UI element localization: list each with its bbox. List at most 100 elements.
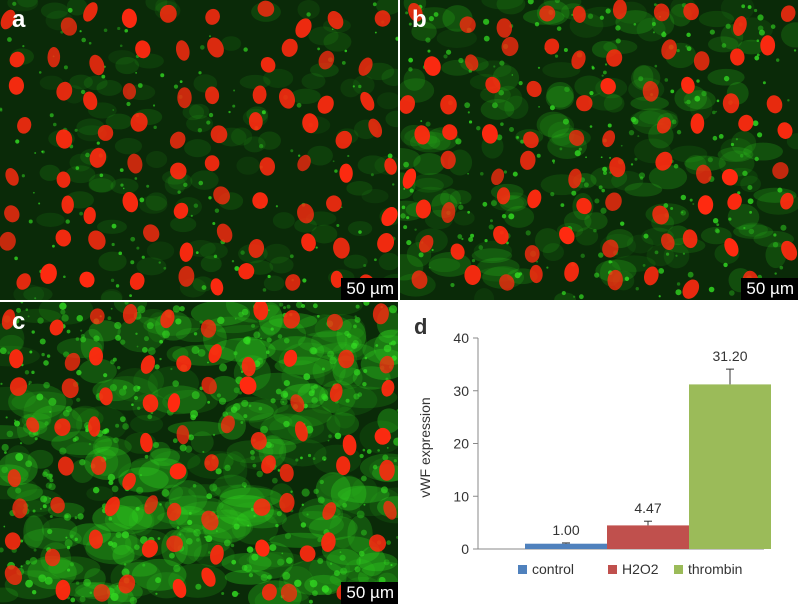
vwf-granule (186, 538, 193, 545)
vwf-granule (283, 337, 290, 344)
vwf-stain (301, 73, 326, 90)
vwf-granule (327, 439, 330, 442)
vwf-granule (137, 305, 146, 314)
vwf-granule (258, 406, 263, 411)
vwf-granule (79, 459, 86, 466)
cell-nucleus (342, 434, 357, 456)
vwf-granule (483, 35, 490, 42)
vwf-granule (37, 317, 44, 324)
vwf-stain (183, 523, 209, 562)
cell-nucleus (283, 349, 298, 367)
vwf-granule (230, 406, 238, 413)
vwf-granule (279, 302, 284, 307)
vwf-granule (591, 66, 595, 70)
legend-swatch (518, 565, 527, 574)
vwf-granule (471, 259, 476, 263)
vwf-stain (343, 254, 368, 269)
vwf-granule (34, 437, 38, 441)
y-tick-label: 30 (453, 383, 469, 399)
vwf-granule (200, 45, 205, 50)
vwf-granule (198, 180, 204, 186)
vwf-stain (335, 497, 361, 519)
cell-nucleus (278, 88, 296, 109)
vwf-granule (275, 388, 282, 395)
vwf-granule (69, 562, 75, 567)
vwf-granule (490, 200, 497, 207)
vwf-stain (674, 85, 708, 112)
vwf-granule (117, 26, 121, 31)
vwf-granule (59, 447, 67, 455)
cell-nucleus (374, 427, 391, 445)
cell-nucleus (539, 5, 556, 22)
cell-nucleus (216, 223, 233, 243)
vwf-stain (385, 110, 398, 128)
vwf-stain (220, 36, 242, 51)
vwf-granule (111, 242, 115, 247)
vwf-stain (737, 39, 765, 55)
vwf-granule (752, 120, 759, 127)
cell-nucleus (696, 164, 712, 184)
vwf-granule (44, 576, 53, 585)
vwf-stain (357, 155, 389, 175)
vwf-granule (741, 4, 746, 9)
cell-nucleus (129, 272, 145, 290)
vwf-granule (405, 11, 409, 15)
vwf-granule (770, 24, 776, 29)
cell-nucleus (571, 50, 586, 70)
vwf-stain (356, 552, 398, 572)
vwf-granule (52, 122, 57, 127)
vwf-granule (43, 381, 50, 389)
vwf-granule (301, 303, 306, 308)
vwf-stain (263, 68, 294, 88)
vwf-granule (191, 346, 200, 355)
vwf-stain (211, 337, 276, 362)
vwf-granule (251, 553, 259, 561)
vwf-granule (359, 453, 364, 459)
vwf-stain (269, 532, 332, 548)
cell-nucleus (285, 274, 301, 291)
vwf-granule (233, 387, 240, 394)
cell-nucleus (88, 416, 101, 437)
vwf-granule (317, 557, 324, 564)
vwf-granule (88, 442, 92, 446)
vwf-stain (131, 558, 187, 591)
vwf-granule (231, 590, 239, 598)
vwf-granule (712, 110, 716, 115)
vwf-granule (118, 388, 127, 396)
vwf-stain (381, 68, 398, 86)
cell-nucleus (738, 114, 754, 132)
vwf-stain (110, 534, 132, 556)
cell-nucleus (12, 498, 28, 519)
vwf-stain (75, 406, 128, 443)
vwf-granule (3, 525, 6, 528)
vwf-stain (720, 0, 755, 22)
vwf-granule (115, 423, 120, 428)
cell-nucleus (576, 197, 592, 215)
vwf-stain (200, 255, 222, 273)
vwf-granule (574, 150, 581, 157)
vwf-granule (214, 208, 220, 213)
cell-nucleus (772, 162, 789, 180)
vwf-stain (346, 181, 373, 196)
vwf-granule (79, 30, 82, 33)
vwf-granule (712, 217, 719, 224)
vwf-stain (376, 92, 398, 110)
vwf-granule (302, 278, 307, 283)
panel-label-c: c (12, 308, 26, 335)
vwf-granule (735, 138, 739, 141)
cell-nucleus (208, 344, 222, 363)
cell-nucleus (177, 87, 192, 109)
vwf-stain (190, 431, 214, 454)
vwf-granule (253, 331, 261, 339)
cell-nucleus (727, 193, 742, 210)
vwf-granule (730, 142, 735, 147)
vwf-stain (17, 0, 38, 8)
vwf-granule (286, 557, 293, 564)
vwf-stain (738, 222, 768, 237)
vwf-granule (243, 414, 248, 419)
vwf-granule (312, 457, 316, 460)
vwf-stain (130, 457, 160, 477)
cell-nucleus (374, 10, 391, 27)
vwf-granule (119, 168, 124, 173)
bar-control (525, 543, 607, 549)
